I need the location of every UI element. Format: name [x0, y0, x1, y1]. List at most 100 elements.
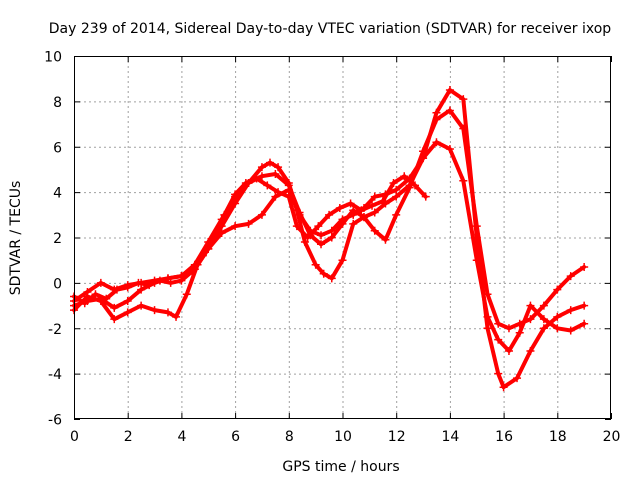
series-layer — [70, 86, 589, 392]
x-tick-label: 8 — [285, 429, 294, 445]
data-point — [217, 228, 226, 237]
data-point — [494, 369, 503, 378]
data-point — [405, 183, 414, 192]
data-point — [526, 301, 535, 310]
data-point — [231, 190, 240, 199]
data-point — [494, 319, 503, 328]
data-point — [172, 312, 181, 321]
data-point — [266, 158, 275, 167]
y-tick-label: 4 — [53, 186, 62, 202]
x-tick-label: 14 — [441, 429, 459, 445]
data-point — [166, 278, 175, 287]
data-point — [553, 285, 562, 294]
data-point — [539, 324, 548, 333]
data-point — [182, 290, 191, 299]
data-point — [445, 106, 454, 115]
data-point — [110, 315, 119, 324]
data-point — [504, 324, 513, 333]
data-point — [410, 181, 419, 190]
data-point — [311, 260, 320, 269]
data-point — [381, 235, 390, 244]
data-point — [432, 138, 441, 147]
x-tick-label: 6 — [231, 429, 240, 445]
data-point — [231, 222, 240, 231]
data-point — [220, 210, 229, 219]
data-point — [472, 256, 481, 265]
data-point — [292, 222, 301, 231]
data-point — [392, 210, 401, 219]
data-point — [325, 210, 334, 219]
data-point — [145, 281, 154, 290]
grid — [74, 56, 611, 419]
data-point — [274, 163, 283, 172]
data-point — [271, 169, 280, 178]
data-point — [137, 285, 146, 294]
data-point — [370, 208, 379, 217]
data-point — [580, 301, 589, 310]
data-point — [526, 315, 535, 324]
data-point — [284, 185, 293, 194]
data-point — [378, 197, 387, 206]
y-tick-label: 10 — [44, 50, 62, 66]
y-tick-label: -4 — [48, 367, 62, 383]
data-point — [539, 301, 548, 310]
y-tick-label: -6 — [48, 413, 62, 429]
data-point — [257, 163, 266, 172]
data-point — [338, 256, 347, 265]
data-point — [110, 303, 119, 312]
data-point — [300, 238, 309, 247]
y-tick-label: 8 — [53, 95, 62, 111]
data-point — [150, 306, 159, 315]
data-point — [368, 201, 377, 210]
data-point — [539, 315, 548, 324]
series-track-3 — [70, 138, 589, 355]
data-point — [123, 283, 132, 292]
data-point — [483, 324, 492, 333]
data-point — [483, 312, 492, 321]
data-point — [504, 346, 513, 355]
data-point — [112, 285, 121, 294]
data-point — [566, 272, 575, 281]
data-point — [553, 324, 562, 333]
data-point — [317, 240, 326, 249]
x-tick-label: 0 — [70, 429, 79, 445]
data-point — [370, 192, 379, 201]
data-point — [349, 210, 358, 219]
data-point — [553, 312, 562, 321]
data-point — [91, 290, 100, 299]
data-point — [392, 185, 401, 194]
data-point — [319, 269, 328, 278]
data-point — [359, 213, 368, 222]
data-point — [244, 219, 253, 228]
data-point — [419, 147, 428, 156]
y-axis-label: SDTVAR / TECUs — [8, 181, 24, 296]
data-point — [338, 215, 347, 224]
series-line — [72, 108, 587, 331]
chart-title: Day 239 of 2014, Sidereal Day-to-day VTE… — [49, 21, 612, 37]
y-tick-label: -2 — [48, 322, 62, 338]
data-point — [123, 308, 132, 317]
data-point — [198, 251, 207, 260]
data-point — [327, 226, 336, 235]
x-tick-label: 18 — [549, 429, 567, 445]
data-point — [257, 210, 266, 219]
y-tick-label: 2 — [53, 231, 62, 247]
data-point — [459, 95, 468, 104]
data-point — [445, 145, 454, 154]
data-point — [432, 115, 441, 124]
data-point — [349, 219, 358, 228]
data-point — [303, 233, 312, 242]
data-point — [566, 306, 575, 315]
data-point — [102, 294, 111, 303]
data-point — [317, 231, 326, 240]
series-line — [72, 140, 587, 353]
data-point — [274, 188, 283, 197]
data-point — [327, 233, 336, 242]
data-point — [432, 108, 441, 117]
data-point — [177, 276, 186, 285]
data-point — [188, 267, 197, 276]
data-point — [513, 374, 522, 383]
data-point — [459, 176, 468, 185]
data-point — [284, 192, 293, 201]
series-track-2 — [70, 106, 589, 333]
